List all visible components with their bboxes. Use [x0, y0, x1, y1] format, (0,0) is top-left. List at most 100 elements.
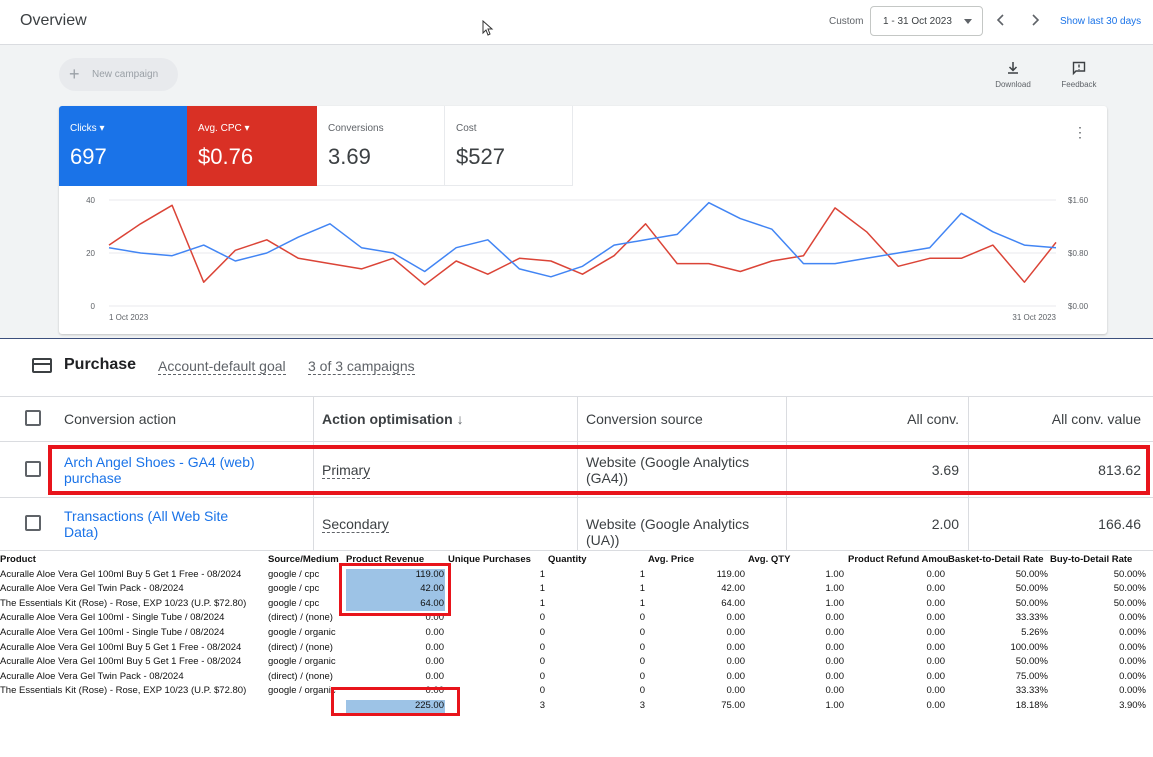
- chevron-right-icon: [1032, 14, 1040, 26]
- x-tick-label-end: 31 Oct 2023: [1012, 313, 1056, 322]
- sheet-cell: 3: [539, 700, 545, 711]
- arrow-down-icon: ↓: [456, 411, 464, 427]
- sheet-cell: Acuralle Aloe Vera Gel 100ml - Single Tu…: [0, 627, 225, 638]
- sheet-row: The Essentials Kit (Rose) - Rose, EXP 10…: [0, 684, 1153, 699]
- revenue-total-highlight: [346, 700, 445, 714]
- show-last-30-days-link[interactable]: Show last 30 days: [1060, 16, 1142, 27]
- sheet-cell: 119.00: [415, 568, 444, 580]
- row-checkbox[interactable]: [25, 515, 41, 531]
- sheet-cell: 1.00: [825, 583, 845, 595]
- row-checkbox[interactable]: [25, 461, 41, 477]
- campaigns-link[interactable]: 3 of 3 campaigns: [308, 358, 415, 375]
- sheet-cell: 0: [539, 670, 545, 682]
- sheet-cell: 0.00: [926, 612, 946, 624]
- metric-value: 697: [70, 144, 107, 169]
- new-campaign-label: New campaign: [92, 69, 159, 80]
- sheet-cell: 42.00: [420, 583, 444, 595]
- sheet-cell: 0.00: [926, 597, 946, 609]
- sheet-cell: google / organic: [268, 685, 336, 697]
- action-optimisation-value: Secondary: [322, 516, 389, 533]
- custom-label: Custom: [829, 16, 864, 27]
- sheet-cell: Acuralle Aloe Vera Gel 100ml Buy 5 Get 1…: [0, 568, 242, 580]
- feedback-button[interactable]: Feedback: [1054, 60, 1104, 89]
- sheet-cell: 0.00: [825, 685, 845, 697]
- next-period-button[interactable]: [1029, 12, 1041, 32]
- metric-value: $527: [456, 144, 505, 169]
- goal-link[interactable]: Account-default goal: [158, 358, 286, 375]
- sheet-cell: 1.00: [825, 597, 845, 609]
- sheet-cell: 50.00%: [1015, 568, 1048, 580]
- page-title: Overview: [20, 12, 87, 29]
- sheet-cell: 0: [639, 670, 645, 682]
- sheet-cell: 0.00: [726, 670, 746, 682]
- sheet-cell: 50.00%: [1113, 597, 1146, 609]
- sheet-cell: Acuralle Aloe Vera Gel Twin Pack - 08/20…: [0, 583, 184, 595]
- sheet-cell: 1: [639, 597, 645, 609]
- conversion-source-value: Website (Google Analytics (UA)): [586, 516, 750, 548]
- col-header-all-conv[interactable]: All conv.: [907, 411, 959, 427]
- sheet-header-row: Product Source/Medium Product Revenue Uniqu…: [0, 553, 1153, 568]
- chevron-left-icon: [996, 14, 1004, 26]
- sheet-cell: 3.90%: [1119, 700, 1146, 711]
- sheet-cell: 0: [539, 656, 545, 668]
- y-tick-label-right: $0.80: [1068, 249, 1089, 258]
- sheet-cell: Acuralle Aloe Vera Gel 100ml Buy 5 Get 1…: [0, 656, 242, 668]
- sheet-cell: 50.00%: [1113, 583, 1146, 595]
- sheet-cell: 0.00: [825, 656, 845, 668]
- metric-cost[interactable]: Cost $527: [445, 106, 573, 186]
- metric-clicks[interactable]: Clicks ▾ 697: [59, 106, 187, 186]
- sheet-cell: 0.00%: [1119, 656, 1146, 668]
- series-line-clicks: [108, 201, 1057, 278]
- date-range-select[interactable]: 1 - 31 Oct 2023: [870, 6, 983, 36]
- revenue-highlight: [346, 568, 445, 612]
- sheet-cell: (direct) / (none): [268, 612, 333, 624]
- sheet-total-row: 225.00 3 3 75.00 1.00 0.00 18.18% 3.90%: [0, 699, 1153, 714]
- series-line-avg-cpc: [108, 204, 1057, 286]
- col-header-all-conv-value[interactable]: All conv. value: [1051, 411, 1141, 427]
- sheet-cell: 0.00: [825, 627, 845, 638]
- sheet-cell: google / organic: [268, 627, 336, 638]
- sheet-cell: 75.00%: [1015, 670, 1048, 682]
- conversion-action-link[interactable]: Transactions (All Web Site Data): [64, 508, 229, 540]
- sheet-cell: 50.00%: [1015, 597, 1048, 609]
- sheet-cell: 1: [639, 568, 645, 580]
- line-chart: 40 20 0 $1.60 $0.80 $0.00 1 Oct 2023 31 Oct 202…: [86, 196, 1089, 322]
- sheet-cell: 3: [639, 700, 645, 711]
- sheet-row: Acuralle Aloe Vera Gel 100ml Buy 5 Get 1…: [0, 655, 1153, 670]
- sheet-header-cell: Quantity: [548, 554, 587, 565]
- col-header-action-optimisation[interactable]: Action optimisation ↓: [322, 411, 464, 427]
- sheet-cell: 0: [539, 641, 545, 653]
- select-all-checkbox[interactable]: [25, 410, 41, 426]
- highlight-box: [48, 445, 1150, 495]
- sheet-header-cell: Buy-to-Detail Rate: [1050, 554, 1133, 565]
- y-tick-label-right: $0.00: [1068, 302, 1089, 311]
- new-campaign-button[interactable]: + New campaign: [59, 58, 178, 91]
- all-conv-value-value: 813.62: [1098, 462, 1141, 478]
- download-button[interactable]: Download: [988, 60, 1038, 89]
- sheet-cell: 0: [639, 685, 645, 697]
- sheet-cell: 33.33%: [1015, 685, 1048, 697]
- more-options-icon[interactable]: ⋮: [1073, 124, 1087, 140]
- conversion-action-link[interactable]: Arch Angel Shoes - GA4 (web) purchase: [64, 454, 255, 486]
- sheet-cell: 0.00: [425, 627, 445, 638]
- sheet-cell: 0.00: [926, 627, 946, 638]
- sheet-cell: 1: [639, 583, 645, 595]
- sheet-cell: 5.26%: [1021, 627, 1048, 638]
- metric-value: 3.69: [328, 144, 371, 169]
- col-header-conversion-source[interactable]: Conversion source: [586, 411, 703, 427]
- y-tick-label-right: $1.60: [1068, 196, 1089, 205]
- sheet-cell: 0.00%: [1119, 612, 1146, 624]
- col-header-conversion-action[interactable]: Conversion action: [64, 411, 177, 427]
- download-icon: [988, 60, 1038, 78]
- previous-period-button[interactable]: [995, 12, 1007, 32]
- sheet-cell: 0.00: [425, 670, 445, 682]
- metric-conversions[interactable]: Conversions 3.69: [317, 106, 445, 186]
- sheet-row: Acuralle Aloe Vera Gel 100ml Buy 5 Get 1…: [0, 641, 1153, 656]
- sheet-cell: (direct) / (none): [268, 641, 333, 653]
- download-label: Download: [995, 80, 1031, 89]
- sheet-cell: Acuralle Aloe Vera Gel Twin Pack - 08/20…: [0, 670, 184, 682]
- payment-card-icon: [32, 358, 52, 373]
- sheet-cell: 0.00: [926, 670, 946, 682]
- metric-avg-cpc[interactable]: Avg. CPC ▾ $0.76: [187, 106, 317, 186]
- sheet-cell: 0.00: [425, 685, 445, 697]
